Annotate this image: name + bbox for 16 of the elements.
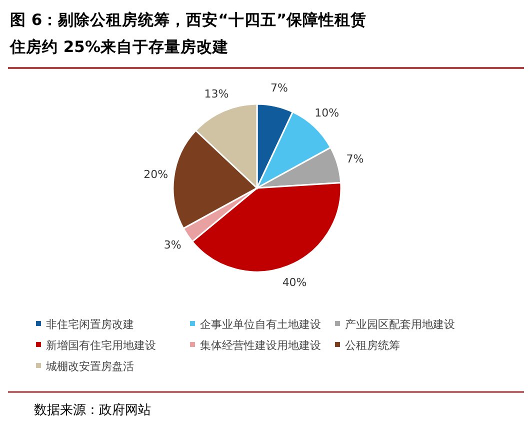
legend-label: 企事业单位自有土地建设 <box>200 318 321 332</box>
data-label: 7% <box>346 152 364 166</box>
data-label: 7% <box>270 81 288 94</box>
legend-label: 集体经营性建设用地建设 <box>200 339 321 352</box>
chart-title: 图 6：剔除公租房统筹，西安“十四五”保障性租赁住房约 25%来自于存量房改建 <box>9 10 367 56</box>
legend-label: 产业园区配套用地建设 <box>345 318 455 332</box>
legend-label: 非住宅闲置房改建 <box>46 318 134 332</box>
source-note: 数据来源：政府网站 <box>34 402 151 418</box>
data-label: 40% <box>282 276 307 289</box>
data-label: 20% <box>144 168 168 182</box>
data-label: 10% <box>314 106 340 120</box>
legend-label: 公租房统筹 <box>345 339 400 352</box>
data-label: 3% <box>164 238 182 252</box>
legend-label: 新增国有住宅用地建设 <box>46 339 156 352</box>
data-label: 13% <box>204 87 229 100</box>
legend-label: 城棚改安置房盘活 <box>45 360 134 374</box>
